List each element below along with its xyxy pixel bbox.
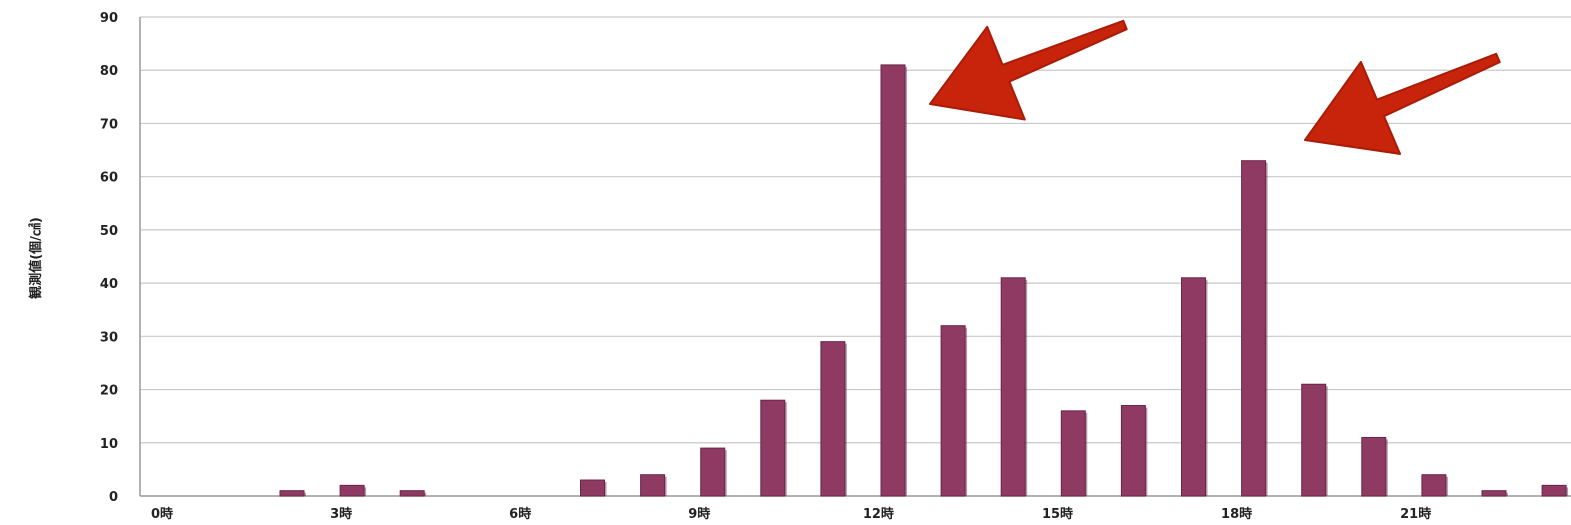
- arrow-annotation: [1304, 52, 1501, 155]
- bar: [1541, 484, 1569, 497]
- gridlines: [140, 16, 1571, 444]
- bar: [1181, 277, 1208, 497]
- x-tick-label: 9時: [688, 506, 710, 522]
- x-tick-label: 15時: [1042, 506, 1073, 522]
- bar: [1241, 160, 1268, 497]
- annotations: [929, 19, 1501, 155]
- y-tick-label: 30: [100, 330, 118, 345]
- bar: [580, 479, 607, 497]
- y-tick-label: 40: [100, 277, 118, 292]
- bar: [1421, 474, 1448, 497]
- bar: [940, 325, 968, 497]
- bar: [1000, 277, 1028, 497]
- bar: [339, 484, 367, 497]
- y-tick-label: 20: [100, 384, 118, 399]
- bar: [1361, 436, 1388, 497]
- arrow-annotation: [929, 19, 1128, 121]
- bars: [279, 64, 1569, 497]
- x-tick-label: 0時: [151, 506, 173, 522]
- bar: [700, 447, 727, 497]
- y-tick-label: 50: [100, 224, 118, 239]
- x-tick-labels: 0時 3時 6時 9時 12時 15時 18時 21時: [151, 506, 1431, 522]
- y-tick-label: 60: [100, 171, 118, 186]
- x-tick-label: 12時: [863, 506, 894, 522]
- bar: [1481, 490, 1508, 497]
- y-tick-label: 90: [100, 11, 118, 26]
- x-tick-label: 6時: [509, 506, 531, 522]
- bar: [279, 490, 306, 497]
- y-tick-label: 70: [100, 117, 118, 132]
- bar: [1301, 383, 1328, 497]
- bar: [1060, 410, 1088, 497]
- bar: [640, 474, 667, 497]
- bar: [760, 399, 787, 497]
- y-tick-label: 0: [109, 490, 118, 505]
- y-tick-label: 10: [100, 437, 118, 452]
- x-tick-label: 3時: [330, 506, 352, 522]
- x-tick-label: 18時: [1221, 506, 1252, 522]
- axes: [139, 17, 1571, 497]
- y-axis-label: 観測値(個/㎠): [28, 217, 44, 300]
- y-tick-labels: 0 10 20 30 40 50 60 70 80 90: [100, 11, 118, 505]
- bar: [1120, 405, 1148, 497]
- bar: [820, 341, 847, 497]
- x-tick-label: 21時: [1400, 506, 1431, 522]
- bar: [880, 64, 907, 497]
- y-tick-label: 80: [100, 64, 118, 79]
- bar: [399, 490, 427, 497]
